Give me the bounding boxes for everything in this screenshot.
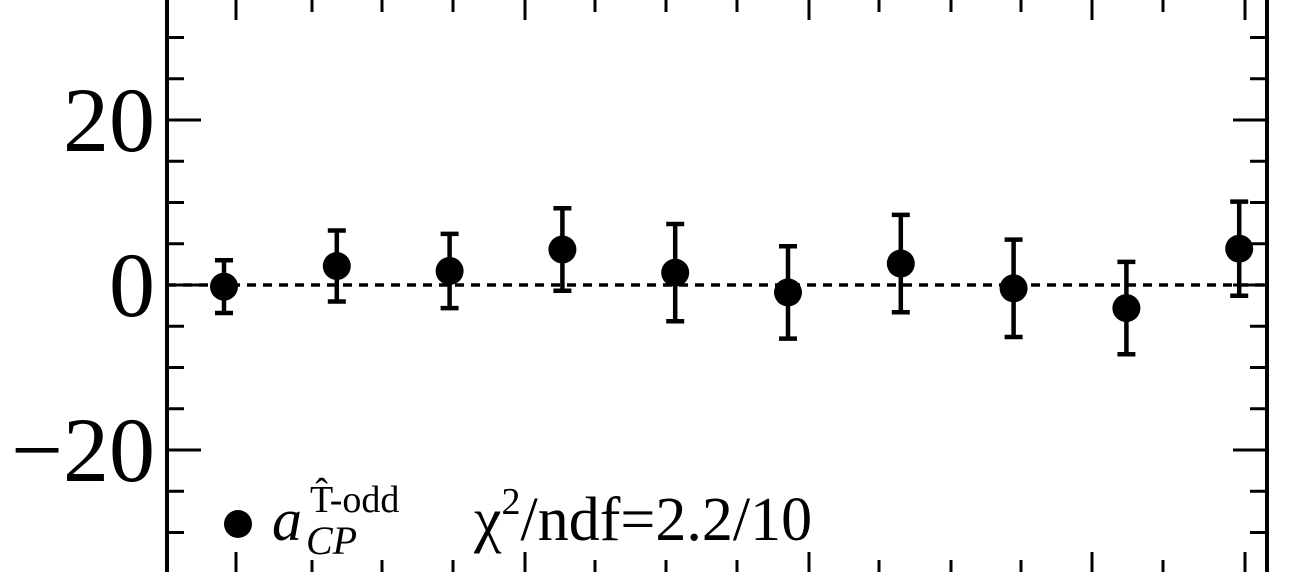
marker xyxy=(322,252,351,281)
data-point xyxy=(774,243,802,341)
marker xyxy=(999,274,1028,303)
y-tick-label: −20 xyxy=(11,399,155,501)
marker xyxy=(548,235,577,264)
data-point xyxy=(210,258,238,316)
data-point xyxy=(1225,199,1254,298)
marker xyxy=(435,256,464,285)
data-points xyxy=(210,199,1254,357)
data-point xyxy=(322,228,351,304)
marker xyxy=(774,278,802,307)
legend: a T̂-odd CP χ2/ndf=2.2/10 xyxy=(224,478,812,563)
marker xyxy=(210,272,238,301)
data-point xyxy=(1112,259,1141,357)
marker xyxy=(886,249,915,278)
y-tick-label: 0 xyxy=(109,234,155,336)
data-point xyxy=(435,231,464,311)
marker xyxy=(661,258,690,287)
data-point xyxy=(886,212,915,315)
axis-ticks xyxy=(167,0,1267,572)
marker xyxy=(1112,294,1141,323)
marker xyxy=(1225,234,1254,263)
plot-frame xyxy=(165,0,1269,572)
y-tick-label: 20 xyxy=(63,69,155,171)
data-point xyxy=(661,221,690,324)
legend-marker xyxy=(224,510,252,538)
data-point xyxy=(999,237,1028,340)
legend-series-label: a T̂-odd CP xyxy=(272,478,399,563)
y-tick-labels: −20 0 20 xyxy=(11,69,155,501)
legend-chi2-ndf: χ2/ndf=2.2/10 xyxy=(473,481,812,554)
data-point xyxy=(548,206,577,294)
